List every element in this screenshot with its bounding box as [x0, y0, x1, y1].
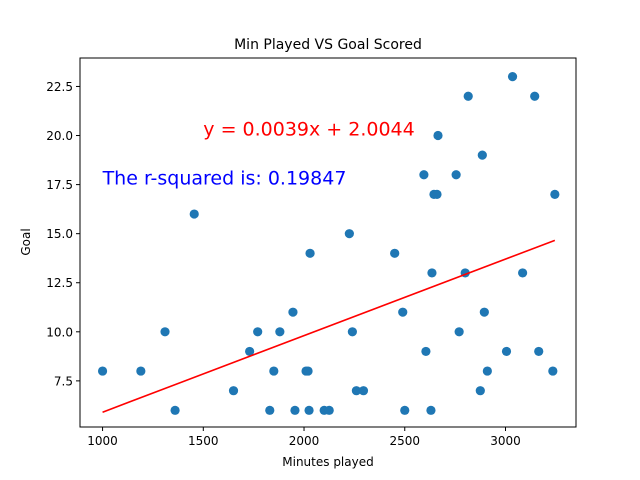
data-point — [479, 307, 489, 317]
x-tick-label: 2500 — [389, 434, 420, 448]
data-point — [358, 386, 369, 396]
y-tick-label: 20.0 — [46, 129, 73, 143]
y-axis: 7.5 10.0 12.5 15.0 17.5 20.0 22.5 — [46, 80, 80, 388]
data-point — [530, 91, 540, 101]
x-axis: 1000 1500 2000 2500 3000 — [87, 427, 521, 448]
data-point — [400, 405, 410, 415]
data-point — [433, 130, 443, 141]
data-point — [97, 366, 108, 376]
data-point — [477, 150, 487, 160]
data-point — [427, 268, 437, 278]
data-point — [534, 346, 544, 357]
y-axis-label: Goal — [19, 228, 33, 255]
y-tick-label: 12.5 — [46, 276, 73, 290]
y-tick-label: 7.5 — [54, 374, 73, 388]
data-point — [550, 189, 560, 200]
data-point — [160, 327, 170, 337]
data-point — [454, 327, 464, 337]
x-tick-label: 2000 — [289, 434, 320, 448]
data-point — [432, 189, 442, 200]
data-point — [482, 366, 492, 376]
data-point — [475, 386, 485, 396]
data-point — [324, 405, 334, 415]
data-point — [501, 346, 512, 357]
data-point — [265, 405, 275, 415]
data-point — [518, 268, 528, 278]
data-point — [451, 170, 461, 180]
data-point — [253, 327, 263, 337]
y-tick-label: 15.0 — [46, 227, 73, 241]
chart-title: Min Played VS Goal Scored — [234, 37, 422, 53]
data-point — [390, 248, 400, 258]
data-point — [170, 405, 180, 415]
x-axis-label: Minutes played — [282, 455, 373, 469]
data-point — [351, 386, 362, 396]
y-tick-label: 10.0 — [46, 325, 73, 339]
x-tick-label: 1500 — [188, 434, 219, 448]
data-point — [189, 209, 199, 219]
r-squared-annotation: The r-squared is: 0.19847 — [102, 168, 347, 190]
regression-line — [102, 239, 556, 413]
data-point — [419, 170, 429, 180]
data-point — [228, 386, 239, 396]
plot-frame — [79, 57, 577, 428]
x-tick-label: 3000 — [490, 434, 521, 448]
data-point — [344, 229, 354, 239]
data-point — [275, 327, 285, 337]
data-point — [304, 405, 314, 415]
y-tick-label: 22.5 — [46, 80, 73, 94]
data-point — [269, 366, 279, 376]
data-point — [347, 327, 357, 337]
x-tick-label: 1000 — [87, 434, 118, 448]
data-point — [463, 91, 473, 101]
regression-equation-annotation: y = 0.0039x + 2.0044 — [203, 119, 414, 141]
data-point — [421, 346, 431, 357]
data-point — [398, 307, 408, 317]
y-tick-label: 17.5 — [46, 178, 73, 192]
data-point — [507, 72, 518, 82]
data-point — [305, 248, 315, 258]
data-point — [288, 307, 298, 317]
data-point — [290, 405, 300, 415]
data-point — [426, 405, 436, 415]
data-point — [245, 346, 255, 357]
data-point — [548, 366, 558, 376]
data-point — [136, 366, 146, 376]
data-point — [303, 366, 313, 376]
plot-area — [97, 72, 560, 415]
